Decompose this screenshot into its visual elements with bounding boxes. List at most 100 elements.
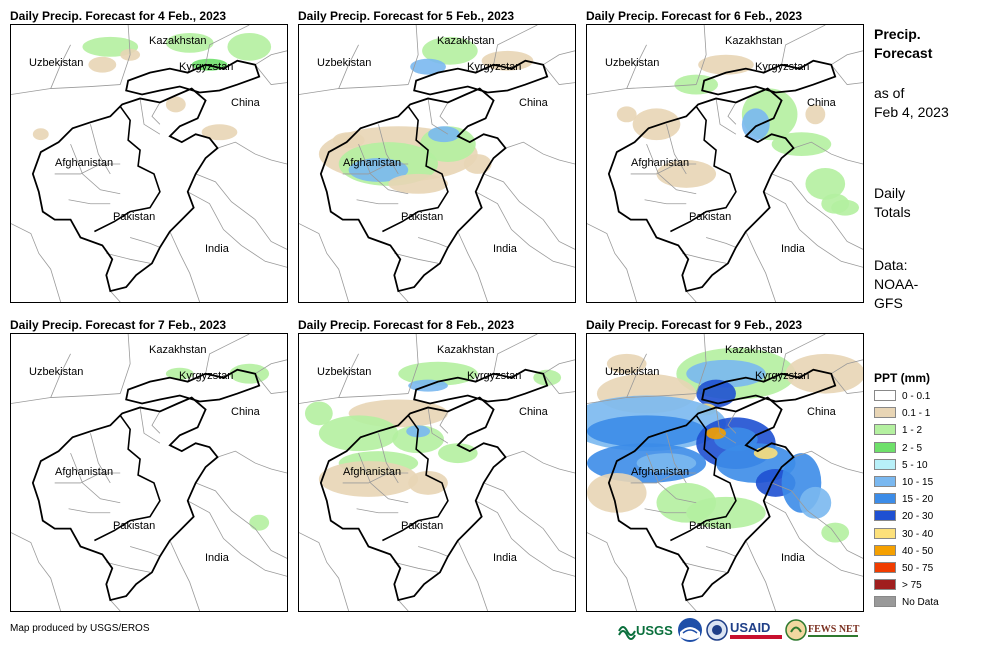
admin-boundary — [427, 407, 449, 444]
map-label-pakistan: Pakistan — [401, 520, 444, 532]
usgs-logo-text: USGS — [636, 623, 673, 638]
admin-boundary — [109, 599, 121, 611]
country-boundary — [607, 87, 795, 293]
precip-area — [408, 471, 448, 495]
admin-boundary — [630, 472, 697, 484]
precip-area — [437, 443, 478, 464]
country-boundary — [413, 368, 549, 405]
map-label-china: China — [231, 97, 260, 109]
admin-boundary — [727, 102, 737, 125]
country-boundary — [607, 396, 795, 602]
admin-boundary — [646, 452, 697, 504]
panel-title-feb5: Daily Precip. Forecast for 5 Feb., 2023 — [298, 9, 515, 23]
panel-title-feb7: Daily Precip. Forecast for 7 Feb., 2023 — [10, 318, 227, 332]
map-label-kazakhstan: Kazakhstan — [149, 35, 207, 47]
fews-net-logo-text: FEWS NET — [808, 624, 860, 635]
admin-boundary — [706, 237, 737, 248]
afg-pak-border — [670, 105, 737, 233]
sidebar-daily-line2: Totals — [874, 204, 911, 220]
admin-boundary — [587, 84, 697, 95]
precip-area — [410, 58, 446, 75]
admin-boundary — [342, 472, 409, 484]
admin-boundary — [217, 450, 287, 474]
precip-area — [201, 124, 238, 141]
admin-boundary — [299, 223, 350, 302]
afg-pak-border — [382, 105, 449, 233]
afg-pak-border — [382, 414, 449, 542]
precip-area — [821, 522, 850, 543]
admin-boundary — [626, 353, 647, 398]
precip-area — [318, 415, 399, 452]
admin-boundary — [771, 482, 863, 559]
admin-boundary — [187, 500, 287, 577]
map-label-kyrgyzstan: Kyrgyzstan — [179, 61, 234, 73]
admin-boundary — [394, 561, 439, 573]
precip-area — [632, 108, 681, 141]
legend-swatch — [874, 390, 896, 401]
admin-boundary — [781, 25, 826, 65]
map-panel-feb5: Kazakhstan Uzbekistan Kyrgyzstan China Afgha… — [298, 24, 576, 303]
usgs-logo: USGS — [618, 623, 673, 640]
admin-boundary — [378, 124, 399, 175]
admin-boundary — [358, 452, 409, 504]
admin-boundary — [418, 237, 449, 248]
admin-boundary — [682, 252, 727, 264]
map-label-kyrgyzstan: Kyrgyzstan — [755, 370, 810, 382]
legend-label: 15 - 20 — [902, 494, 934, 506]
admin-boundary — [587, 223, 638, 302]
map-label-kyrgyzstan: Kyrgyzstan — [467, 61, 522, 73]
precip-area — [388, 173, 448, 194]
admin-boundary — [644, 199, 687, 205]
admin-boundary — [139, 407, 161, 444]
admin-boundary — [255, 50, 287, 66]
admin-boundary — [427, 98, 449, 135]
precip-area — [428, 126, 460, 143]
legend-swatch — [874, 527, 896, 539]
admin-boundary — [543, 50, 575, 66]
footer-credit: Map produced by USGS/EROS — [10, 623, 150, 634]
admin-boundary — [205, 334, 250, 374]
admin-boundary — [439, 411, 449, 434]
admin-boundary — [706, 546, 737, 557]
admin-boundary — [666, 124, 687, 175]
admin-boundary — [715, 407, 737, 444]
map-label-uzbekistan: Uzbekistan — [29, 366, 84, 378]
admin-boundary — [475, 500, 575, 577]
admin-boundary — [793, 141, 863, 165]
admin-boundary — [254, 373, 287, 394]
admin-boundary — [475, 191, 575, 268]
admin-boundary — [11, 532, 62, 611]
admin-boundary — [68, 508, 111, 514]
admin-boundary — [50, 44, 71, 89]
admin-boundary — [394, 252, 439, 264]
admin-boundary — [397, 290, 409, 302]
precip-area — [805, 104, 826, 125]
precip-area — [422, 36, 478, 65]
admin-boundary — [745, 540, 777, 611]
admin-boundary — [130, 546, 161, 557]
admin-boundary — [11, 223, 62, 302]
country-boundary — [31, 396, 219, 602]
precip-area — [229, 363, 270, 384]
legend-swatch — [874, 407, 896, 419]
admin-boundary — [130, 237, 161, 248]
admin-boundary — [587, 532, 638, 611]
admin-boundary — [356, 508, 399, 514]
precip-area — [165, 32, 214, 53]
panel-title-feb9: Daily Precip. Forecast for 9 Feb., 2023 — [586, 318, 803, 332]
admin-boundary — [54, 163, 121, 175]
legend-label: 0.1 - 1 — [902, 408, 931, 420]
admin-boundary — [483, 173, 575, 250]
admin-boundary — [542, 373, 575, 394]
admin-boundary — [119, 25, 131, 85]
legend-label: 5 - 10 — [902, 459, 928, 471]
country-boundary — [31, 87, 219, 293]
map-label-kazakhstan: Kazakhstan — [149, 344, 207, 356]
precip-area — [771, 132, 832, 157]
admin-boundary — [68, 199, 111, 205]
admin-boundary — [682, 561, 727, 573]
legend-label: 0 - 0.1 — [902, 391, 931, 402]
precip-area — [32, 128, 49, 141]
map-label-kazakhstan: Kazakhstan — [437, 344, 495, 356]
admin-boundary — [299, 532, 350, 611]
